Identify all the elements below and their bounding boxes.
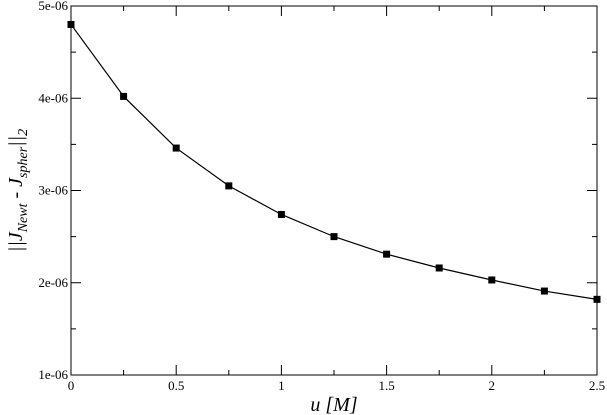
y-title-subscript-spher: spher	[16, 146, 31, 178]
y-tick-label: 1e-06	[38, 367, 68, 382]
x-tick-label: 0.5	[168, 378, 184, 393]
plot-frame	[70, 5, 598, 376]
data-point-marker	[330, 233, 338, 241]
y-title-prefix: ||J	[5, 231, 27, 252]
y-tick-label: 4e-06	[38, 90, 68, 105]
x-tick-label: 2	[489, 378, 496, 393]
x-tick-label: 2.5	[589, 378, 605, 393]
axes: 0 0.5 1 1.5 2 2.5 1e-06 2e-06 3e-06 4e-06 5e-06	[38, 0, 605, 393]
y-tick-label: 5e-06	[38, 0, 68, 13]
data-point-marker	[488, 276, 496, 284]
y-title-suffix: ||	[5, 136, 27, 147]
x-axis-title: u [M]	[310, 394, 357, 415]
y-axis-title: ||JNewt - Jspher||2	[5, 129, 31, 252]
svg-text:||JNewt - Jspher||2: ||JNewt - Jspher||2	[5, 129, 31, 252]
data-point-marker	[540, 287, 548, 295]
data-point-marker	[225, 182, 233, 190]
data-point-marker	[383, 250, 391, 258]
data-point-marker	[120, 92, 128, 100]
y-title-subscript-2: 2	[16, 129, 31, 136]
y-tick-label: 2e-06	[38, 275, 68, 290]
y-tick-label: 3e-06	[38, 183, 68, 198]
series-line	[70, 24, 598, 300]
x-tick-label: 1.5	[378, 378, 394, 393]
x-tick-label: 1	[278, 378, 285, 393]
data-point-marker	[172, 144, 180, 152]
y-title-subscript-newt: Newt	[16, 202, 31, 233]
y-title-middle: - J	[5, 177, 27, 204]
data-point-marker	[435, 264, 443, 272]
x-tick-label: 0	[68, 378, 75, 393]
data-point-marker	[277, 210, 285, 218]
plot-area	[67, 20, 601, 303]
